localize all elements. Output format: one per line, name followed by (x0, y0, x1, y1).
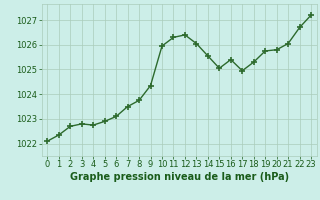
X-axis label: Graphe pression niveau de la mer (hPa): Graphe pression niveau de la mer (hPa) (70, 172, 289, 182)
